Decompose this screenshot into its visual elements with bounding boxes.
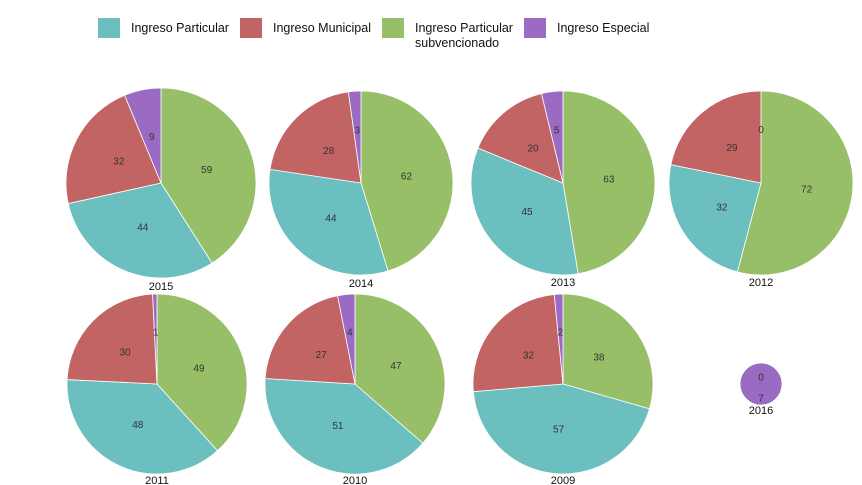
slice-value-label: 72	[801, 184, 813, 195]
pie-chart-2015: 59 44 32 9 2015	[65, 87, 257, 293]
legend: Ingreso Particular Ingreso Municipal Ing…	[98, 18, 798, 58]
pie-slice-particular	[668, 164, 762, 273]
pie-slice-municipal	[472, 293, 564, 393]
slice-value-label: 49	[193, 363, 205, 374]
pie-chart-2013: 63 45 20 5 2013	[470, 90, 656, 289]
slice-value-label: 44	[137, 222, 149, 233]
pie-slice-subvencionado	[736, 90, 854, 276]
pie-slice-municipal	[477, 93, 564, 184]
pie-slice-particular	[67, 182, 213, 279]
pie-slice-subvencionado	[156, 293, 248, 452]
pie-slice-particular	[472, 383, 650, 475]
slice-value-label: 63	[603, 175, 615, 186]
pie-year-label: 2011	[145, 475, 169, 485]
slice-value-label: 45	[521, 207, 533, 218]
slice-value-label: 20	[528, 144, 540, 155]
pie-slice-municipal	[269, 91, 362, 184]
pie-slice-especial	[540, 90, 564, 184]
slice-value-label: 9	[149, 132, 155, 143]
pie-slice-particular	[470, 147, 579, 276]
pie-year-label: 2015	[149, 281, 173, 293]
pie-slice-particular	[268, 168, 389, 276]
pie-slice-subvencionado	[562, 293, 654, 410]
slice-value-label: 27	[316, 350, 328, 361]
pie-slice-municipal	[66, 293, 158, 385]
pie-slice-especial	[124, 87, 162, 184]
slice-value-label: 32	[716, 203, 728, 214]
pie-year-label: 2013	[551, 277, 575, 289]
pie-slice-municipal	[65, 94, 162, 205]
pie-slice-especial	[152, 293, 158, 385]
slice-value-label: 32	[113, 157, 125, 168]
legend-label: Ingreso Municipal	[273, 21, 371, 35]
pie-slice-especial	[337, 293, 356, 385]
pie-year-label: 2016	[749, 405, 773, 417]
slice-value-label: 57	[553, 424, 565, 435]
slice-value-label: 51	[332, 421, 344, 432]
legend-item-ingreso-particular: Ingreso Particular	[98, 18, 229, 38]
pie-chart-2014: 62 44 28 3 2014	[268, 90, 454, 290]
legend-item-ingreso-municipal: Ingreso Municipal	[240, 18, 371, 38]
pie-slice-particular	[264, 378, 424, 475]
slice-value-label: 2	[558, 327, 564, 338]
legend-label: Ingreso Particular	[131, 21, 229, 35]
legend-label: Ingreso Especial	[557, 21, 650, 35]
slice-value-label: 28	[323, 146, 335, 157]
slice-value-label: 30	[120, 348, 132, 359]
slice-value-label: 44	[325, 213, 337, 224]
pie-chart-2010: 47 51 27 4 2010	[264, 293, 446, 485]
slice-value-label: 3	[355, 125, 361, 136]
slice-value-label: 62	[401, 172, 413, 183]
pie-slice-especial	[739, 362, 783, 406]
slice-value-label: 59	[201, 165, 213, 176]
slice-value-label: 48	[132, 420, 144, 431]
slice-value-label: 38	[593, 352, 605, 363]
slice-value-label: 4	[347, 328, 353, 339]
pie-chart-2011: 49 48 30 1 2011	[66, 293, 248, 485]
legend-swatch	[382, 18, 404, 38]
pie-slice-especial	[347, 90, 362, 184]
pie-year-label: 2010	[343, 475, 367, 485]
legend-swatch	[240, 18, 262, 38]
pie-chart-2012: 72 32 29 0 2012	[668, 90, 854, 289]
legend-swatch	[98, 18, 120, 38]
pie-slice-particular	[66, 379, 219, 475]
slice-value-label: 5	[554, 126, 560, 137]
slice-value-label: 29	[726, 143, 738, 154]
slice-value-label: 47	[390, 361, 402, 372]
pie-slice-municipal	[670, 90, 762, 184]
pie-year-label: 2014	[349, 278, 373, 290]
pie-slice-especial	[553, 293, 564, 385]
slice-value-label: 0	[758, 373, 764, 384]
pie-year-label: 2009	[551, 475, 575, 485]
slice-value-label: 7	[758, 394, 764, 405]
pie-slice-subvencionado	[354, 293, 446, 444]
pie-chart-2009: 38 57 32 2 2009	[472, 293, 654, 485]
slice-value-label: 0	[758, 125, 764, 136]
legend-swatch	[524, 18, 546, 38]
legend-item-ingreso-particular-subvencionado: Ingreso Particular subvencionado	[382, 18, 513, 51]
pie-slice-municipal	[264, 295, 356, 385]
pie-slice-subvencionado	[360, 90, 454, 272]
legend-label-line: subvencionado	[415, 36, 500, 50]
slice-value-label: 32	[523, 351, 535, 362]
pie-year-label: 2012	[749, 277, 773, 289]
legend-label: Ingreso Particular subvencionado	[415, 18, 513, 51]
legend-item-ingreso-especial: Ingreso Especial	[524, 18, 649, 38]
pie-slice-subvencionado	[562, 90, 656, 275]
legend-label-line: Ingreso Particular	[415, 21, 513, 35]
pie-slice-subvencionado	[160, 87, 257, 264]
slice-value-label: 1	[153, 327, 159, 338]
